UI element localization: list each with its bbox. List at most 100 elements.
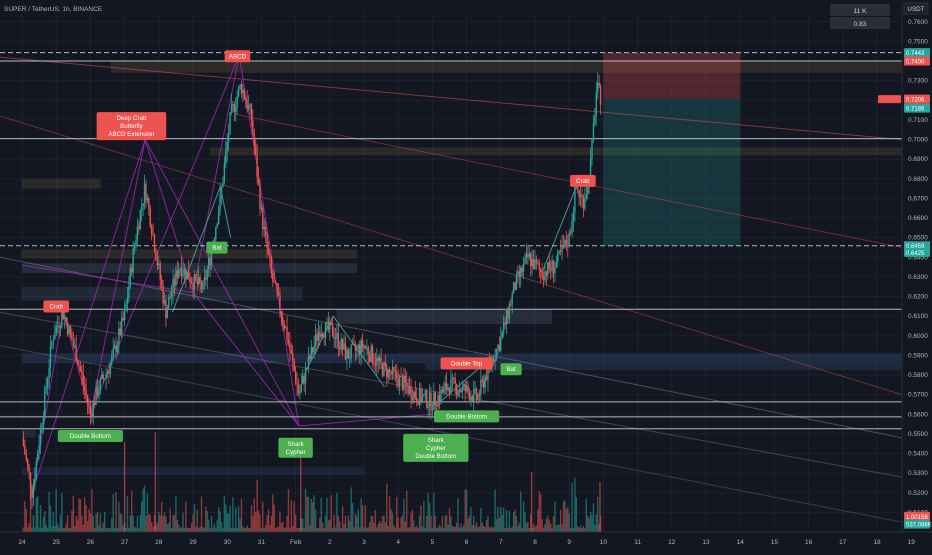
candle-body[interactable] [508, 304, 511, 319]
candle-body[interactable] [96, 386, 99, 396]
candle-body[interactable] [115, 345, 117, 353]
candle-body[interactable] [369, 354, 371, 362]
candle-body[interactable] [113, 345, 116, 349]
pattern-label-bg[interactable] [43, 300, 69, 313]
candle-body[interactable] [119, 328, 122, 335]
candle-body[interactable] [505, 308, 508, 325]
candle-body[interactable] [76, 361, 79, 365]
candle-body[interactable] [267, 247, 270, 255]
candle-body[interactable] [304, 367, 307, 384]
candle-body[interactable] [202, 280, 204, 290]
candle-body[interactable] [28, 465, 30, 473]
candle-body[interactable] [88, 403, 90, 406]
candle-body[interactable] [471, 396, 473, 402]
candle-body[interactable] [156, 259, 159, 265]
candle-body[interactable] [160, 279, 163, 286]
pattern-label-bg[interactable] [224, 50, 251, 63]
candle-body[interactable] [232, 103, 234, 105]
candle-body[interactable] [81, 370, 83, 375]
candle-body[interactable] [507, 308, 509, 319]
candle-body[interactable] [417, 401, 419, 405]
candle-body[interactable] [438, 395, 441, 401]
candle-body[interactable] [192, 283, 194, 290]
candle-body[interactable] [502, 322, 505, 332]
candle-body[interactable] [435, 405, 438, 407]
candle-body[interactable] [179, 268, 181, 270]
candle-body[interactable] [451, 377, 454, 379]
harmonic-pattern-line[interactable] [192, 292, 300, 427]
candle-body[interactable] [226, 142, 228, 152]
candle-body[interactable] [79, 366, 82, 371]
candle-body[interactable] [373, 363, 375, 365]
price-tag[interactable] [904, 56, 930, 66]
candle-body[interactable] [377, 358, 379, 361]
candle-body[interactable] [316, 334, 318, 341]
candle-body[interactable] [255, 145, 257, 155]
trend-line[interactable] [0, 115, 903, 396]
candle-body[interactable] [31, 489, 33, 498]
candle-body[interactable] [559, 250, 562, 252]
candle-body[interactable] [464, 384, 466, 392]
candle-body[interactable] [448, 387, 451, 394]
candle-body[interactable] [441, 389, 444, 393]
candle-body[interactable] [206, 269, 208, 280]
candle-body[interactable] [567, 245, 569, 247]
candle-body[interactable] [487, 361, 489, 380]
candle-body[interactable] [168, 297, 170, 309]
pattern-label-bg[interactable] [96, 112, 167, 141]
candle-body[interactable] [34, 478, 36, 486]
candle-body[interactable] [351, 343, 354, 345]
candle-body[interactable] [445, 383, 448, 391]
harmonic-pattern-line[interactable] [144, 139, 300, 427]
candle-body[interactable] [511, 293, 513, 305]
candle-body[interactable] [262, 207, 264, 230]
candle-body[interactable] [62, 312, 65, 319]
candle-body[interactable] [500, 337, 502, 351]
candle-body[interactable] [475, 388, 478, 400]
candle-body[interactable] [22, 437, 25, 446]
candle-body[interactable] [410, 385, 412, 399]
candle-body[interactable] [66, 322, 69, 335]
candle-body[interactable] [44, 388, 46, 416]
candle-body[interactable] [494, 359, 496, 363]
candle-body[interactable] [122, 317, 124, 321]
candle-body[interactable] [123, 310, 126, 321]
harmonic-pattern-line[interactable] [89, 139, 146, 415]
candle-body[interactable] [361, 340, 364, 349]
candle-body[interactable] [121, 317, 123, 335]
candle-body[interactable] [521, 267, 523, 272]
trend-line[interactable] [233, 113, 903, 248]
candle-body[interactable] [589, 158, 592, 185]
candle-body[interactable] [256, 154, 258, 178]
candle-body[interactable] [376, 358, 378, 366]
harmonic-pattern-line[interactable] [219, 186, 232, 238]
candle-body[interactable] [72, 340, 74, 346]
candle-body[interactable] [75, 345, 77, 362]
candle-body[interactable] [391, 366, 394, 375]
candle-body[interactable] [575, 187, 578, 189]
candle-body[interactable] [420, 388, 422, 402]
candle-body[interactable] [185, 268, 187, 280]
candle-body[interactable] [203, 277, 206, 281]
candle-body[interactable] [319, 332, 321, 337]
candle-body[interactable] [59, 326, 62, 329]
candle-body[interactable] [461, 386, 464, 392]
candle-body[interactable] [242, 89, 244, 94]
candle-body[interactable] [229, 112, 231, 134]
candle-body[interactable] [195, 273, 197, 280]
candle-body[interactable] [128, 285, 130, 298]
candle-body[interactable] [56, 325, 59, 327]
candle-body[interactable] [454, 378, 456, 385]
trend-line[interactable] [0, 311, 903, 478]
candle-body[interactable] [510, 304, 512, 306]
candle-body[interactable] [582, 197, 585, 209]
candle-body[interactable] [381, 363, 384, 376]
candle-body[interactable] [413, 391, 415, 401]
candle-body[interactable] [131, 267, 133, 273]
candle-body[interactable] [313, 345, 315, 353]
candle-body[interactable] [284, 327, 287, 329]
candle-body[interactable] [541, 272, 543, 278]
candle-body[interactable] [390, 371, 392, 375]
pattern-label-bg[interactable] [570, 174, 596, 187]
candle-body[interactable] [274, 282, 277, 284]
